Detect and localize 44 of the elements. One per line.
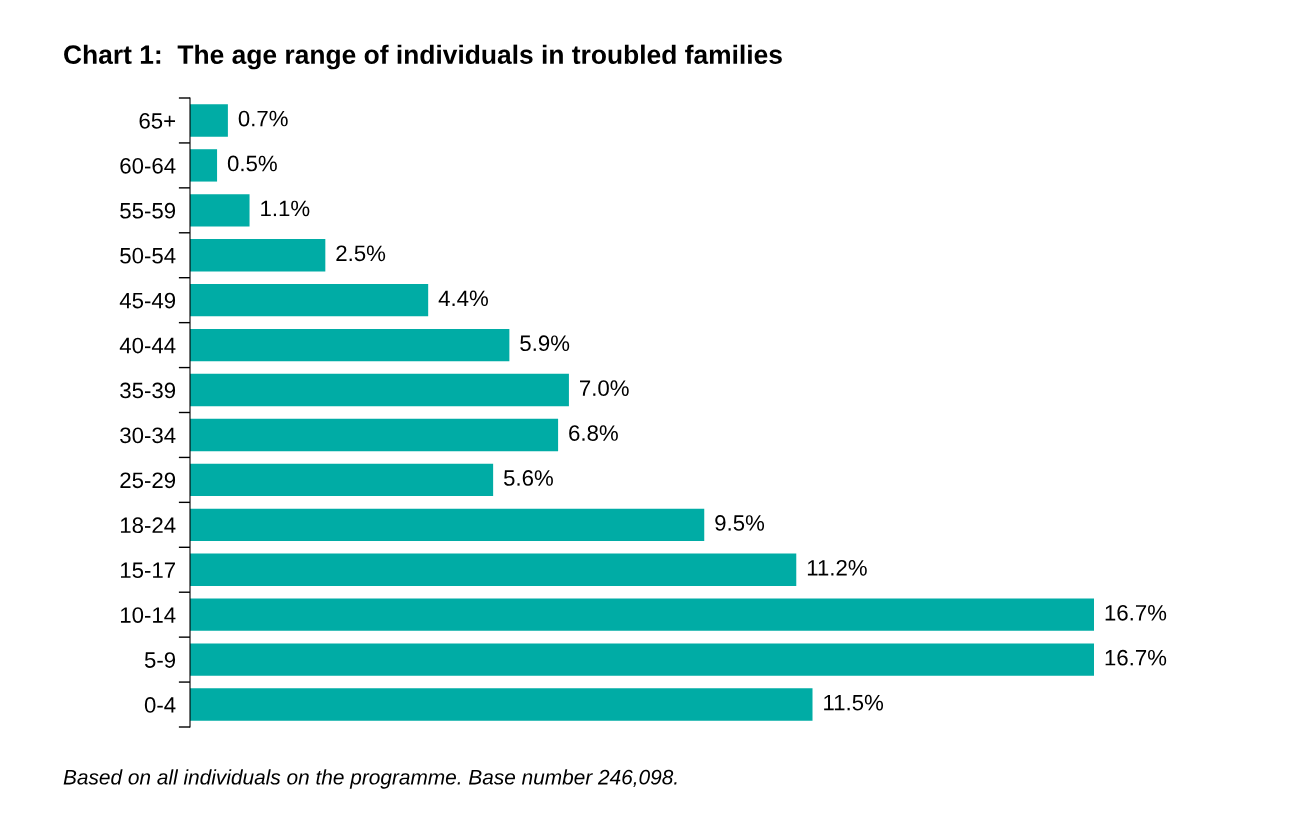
bar [190, 104, 228, 137]
data-label: 0.7% [238, 110, 288, 127]
chart-title: Chart 1: The age range of individuals in troubled families [64, 44, 782, 70]
data-label: 5.9% [520, 335, 570, 352]
text: Based on all individuals on the programme. Base number 246,098. [63, 769, 677, 789]
y-tick-label: 45-49 [119, 292, 176, 309]
data-label: 2.5% [336, 245, 386, 262]
data-label: 16.7% [1105, 649, 1167, 666]
bar [190, 688, 813, 721]
bar [190, 643, 1094, 676]
data-label: 5.6% [503, 470, 553, 486]
data-label: 6.8% [569, 425, 618, 441]
bar [190, 553, 797, 586]
y-tick-label: 5-9 [144, 652, 176, 668]
y-tick-label: 60-64 [120, 157, 176, 174]
y-tick-label: 10-14 [120, 607, 176, 623]
y-tick-label: 40-44 [119, 337, 176, 354]
data-label: 11.5% [824, 694, 884, 711]
bar [190, 149, 218, 182]
bar [190, 418, 559, 452]
bar [190, 284, 429, 317]
data-label: 1.1% [261, 200, 310, 217]
y-tick-label: 30-34 [120, 427, 176, 444]
bar [190, 328, 510, 362]
data-label: 11.2% [807, 559, 867, 576]
y-tick-label: 0-4 [144, 697, 176, 713]
bar [190, 598, 1094, 631]
data-label: 16.7% [1105, 604, 1167, 621]
y-tick-label: 35-39 [120, 382, 176, 399]
y-tick-label: 25-29 [120, 472, 176, 489]
y-tick-label: 18-24 [120, 517, 176, 534]
data-label: 4.4% [438, 290, 488, 307]
bar [190, 508, 705, 541]
bar [190, 463, 494, 497]
data-label: 0.5% [227, 155, 277, 172]
bar [190, 373, 569, 407]
bar [190, 194, 250, 227]
y-tick-label: 55-59 [120, 202, 176, 219]
y-tick-label: 65+ [139, 113, 176, 129]
y-tick-label: 50-54 [120, 247, 176, 264]
bar [190, 239, 326, 272]
data-label: 9.5% [715, 515, 765, 531]
y-tick-label: 15-17 [120, 562, 175, 579]
data-label: 7.0% [580, 380, 629, 396]
